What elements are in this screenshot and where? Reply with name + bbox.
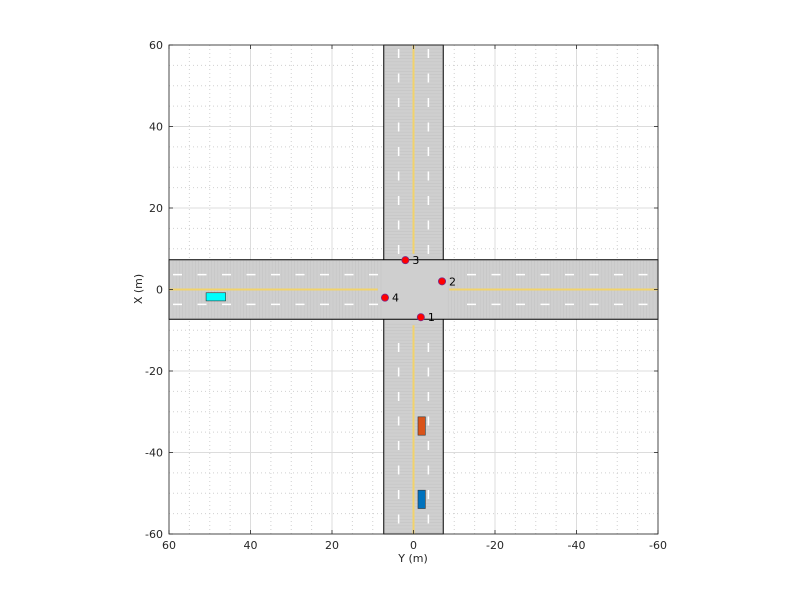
y-tick-label: -40	[145, 447, 163, 460]
x-tick-label: 20	[325, 539, 339, 552]
blue-vehicle	[417, 489, 426, 509]
roads	[168, 44, 659, 535]
waypoint-label: 4	[392, 292, 399, 305]
waypoint-label: 2	[449, 275, 456, 288]
cyan-vehicle	[205, 292, 226, 302]
y-tick-label: 20	[149, 202, 163, 215]
y-axis-label: X (m)	[132, 274, 145, 304]
x-tick-label: 0	[410, 539, 417, 552]
y-tick-label: -60	[145, 528, 163, 541]
x-tick-label: -40	[568, 539, 586, 552]
x-tick-label: -60	[649, 539, 667, 552]
waypoint-marker	[416, 313, 425, 322]
x-axis-label: Y (m)	[397, 552, 428, 565]
y-tick-label: 0	[156, 284, 163, 297]
y-tick-label: 40	[149, 121, 163, 134]
y-tick-label: -20	[145, 365, 163, 378]
vehicles	[205, 292, 426, 509]
waypoint-marker	[380, 293, 389, 302]
x-tick-label: -20	[486, 539, 504, 552]
x-tick-label: 40	[244, 539, 258, 552]
lane-markings	[173, 49, 648, 524]
waypoint-label: 3	[412, 254, 419, 267]
intersection-area	[382, 260, 445, 319]
waypoint-marker	[401, 256, 410, 265]
waypoint-label: 1	[428, 311, 435, 324]
waypoints: 1 2 3 4	[380, 254, 456, 324]
orange-vehicle	[417, 416, 426, 436]
x-tick-label: 60	[162, 539, 176, 552]
y-tick-label: 60	[149, 39, 163, 52]
waypoint-marker	[438, 277, 447, 286]
